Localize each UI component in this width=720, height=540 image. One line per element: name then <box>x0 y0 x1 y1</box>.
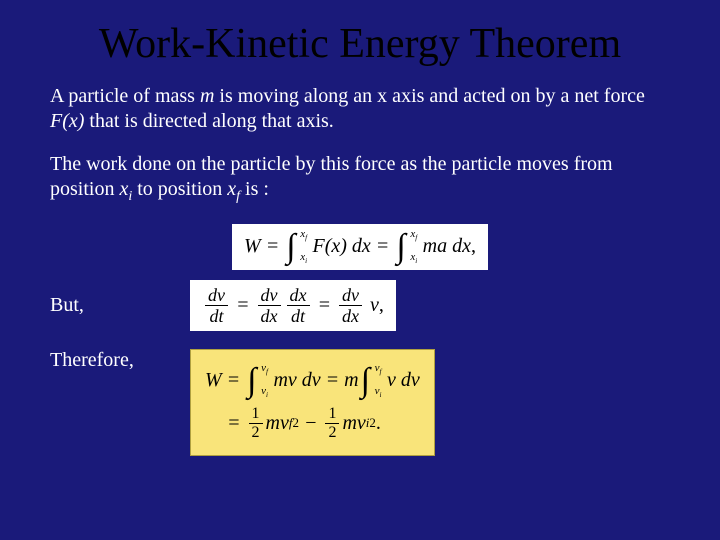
text: to position <box>132 178 227 200</box>
page-title: Work-Kinetic Energy Theorem <box>50 20 670 68</box>
text: is moving along an x axis and acted on b… <box>214 85 644 107</box>
var-m: m <box>200 85 214 107</box>
equation-1: W = ∫ xf xi F(x) dx = ∫ xf xi ma dx, <box>232 224 488 270</box>
var-xf: x <box>227 178 236 200</box>
text: is : <box>240 178 269 200</box>
equation-3-row: Therefore, W = ∫ vf vi mv dv = m ∫ vf vi <box>50 349 670 456</box>
but-label: But, <box>50 294 190 317</box>
var-xi: x <box>119 178 128 200</box>
var-fx: F(x) <box>50 110 84 132</box>
equation-2-row: But, dvdt = dvdx dxdt = dvdx v, <box>50 280 670 331</box>
text: that is directed along that axis. <box>84 110 333 132</box>
equation-1-row: W = ∫ xf xi F(x) dx = ∫ xf xi ma dx, <box>50 224 670 270</box>
paragraph-1: A particle of mass m is moving along an … <box>50 84 670 134</box>
text: A particle of mass <box>50 85 200 107</box>
equation-2: dvdt = dvdx dxdt = dvdx v, <box>190 280 396 331</box>
equation-3: W = ∫ vf vi mv dv = m ∫ vf vi v dv <box>190 349 435 456</box>
therefore-label: Therefore, <box>50 349 190 372</box>
paragraph-2: The work done on the particle by this fo… <box>50 152 670 206</box>
